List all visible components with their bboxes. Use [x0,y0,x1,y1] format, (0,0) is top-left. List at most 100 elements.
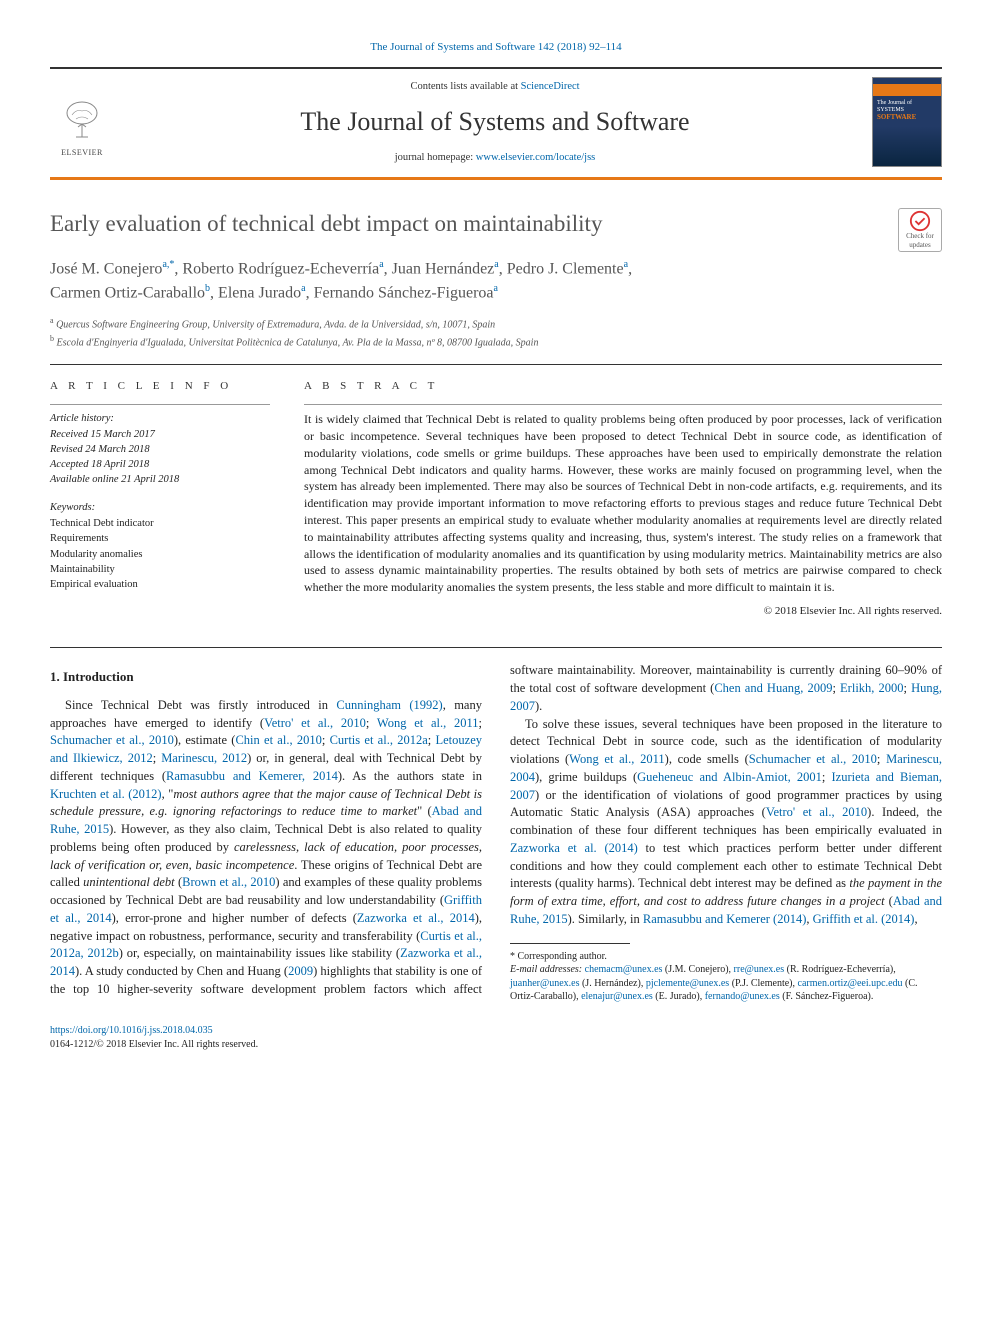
authors: José M. Conejeroa,*, Roberto Rodríguez-E… [50,257,942,306]
ref-link[interactable]: Ramasubbu and Kemerer, 2014 [166,769,338,783]
ref-link[interactable]: Cunningham (1992) [336,698,442,712]
abstract-heading: a b s t r a c t [304,379,942,394]
elsevier-tree-icon [58,97,106,145]
crossmark-badge[interactable]: Check for updates [898,208,942,252]
keyword-4: Empirical evaluation [50,579,138,590]
doi-link[interactable]: https://doi.org/10.1016/j.jss.2018.04.03… [50,1025,213,1036]
ref-link[interactable]: Griffith et al. (2014) [813,912,915,926]
author-1-aff: a,* [162,259,174,270]
ref-link[interactable]: Wong et al., 2011 [569,752,664,766]
info-rule [50,404,270,405]
history-accepted: Accepted 18 April 2018 [50,459,149,470]
ref-link[interactable]: Erlikh, 2000 [840,681,903,695]
contents-line: Contents lists available at ScienceDirec… [126,80,864,95]
journal-cover-thumbnail: The Journal of SYSTEMS SOFTWARE [872,77,942,167]
corresponding-author: Corresponding author. [518,951,607,962]
ref-link[interactable]: Brown et al., 2010 [182,875,275,889]
history-revised: Revised 24 March 2018 [50,444,150,455]
ref-link[interactable]: Gueheneuc and Albin-Amiot, 2001 [637,770,822,784]
cover-line3: SOFTWARE [877,113,916,121]
ref-link[interactable]: Curtis et al., 2012a [330,733,428,747]
email-link[interactable]: rre@unex.es [734,964,785,975]
email-link[interactable]: carmen.ortiz@eei.upc.edu [798,978,903,989]
article-info-heading: a r t i c l e i n f o [50,379,270,394]
article-title: Early evaluation of technical debt impac… [50,208,942,240]
elsevier-logo: ELSEVIER [50,91,114,163]
title-block: Check for updates Early evaluation of te… [50,208,942,350]
author-7: , Fernando Sánchez-Figueroa [306,284,494,301]
author-7-aff: a [494,283,498,294]
email-link[interactable]: elenajur@unex.es [581,991,653,1002]
history-label: Article history: [50,413,114,424]
ref-link[interactable]: Wong et al., 2011 [377,716,479,730]
cover-line1: The Journal of [877,100,912,106]
rule-bottom [50,647,942,648]
article-history: Article history: Received 15 March 2017 … [50,411,270,487]
section-1-heading: 1. Introduction [50,668,482,686]
affiliation-b: Escola d'Enginyeria d'Igualada, Universi… [57,337,539,348]
info-abstract-row: a r t i c l e i n f o Article history: R… [50,379,942,620]
keywords-list: Technical Debt indicator Requirements Mo… [50,516,270,592]
email-link[interactable]: chemacm@unex.es [585,964,663,975]
contents-prefix: Contents lists available at [410,81,520,92]
keyword-3: Maintainability [50,564,115,575]
author-4: , Pedro J. Clemente [499,260,624,277]
crossmark-text1: Check for [906,232,934,242]
corr-star: * [510,951,515,962]
keywords-label: Keywords: [50,501,270,516]
homepage-link[interactable]: www.elsevier.com/locate/jss [476,152,595,163]
author-3: , Juan Hernández [384,260,495,277]
footnotes: * Corresponding author. E-mail addresses… [510,950,942,1004]
page-footer: https://doi.org/10.1016/j.jss.2018.04.03… [50,1024,942,1052]
author-6: , Elena Jurado [210,284,301,301]
crossmark-icon [909,210,931,232]
ref-link[interactable]: Vetro' et al., 2010 [766,805,867,819]
author-2: , Roberto Rodríguez-Echeverría [174,260,379,277]
rule-top [50,364,942,365]
history-received: Received 15 March 2017 [50,429,155,440]
email-link[interactable]: fernando@unex.es [705,991,780,1002]
citation-link[interactable]: The Journal of Systems and Software 142 … [370,41,621,53]
article-info: a r t i c l e i n f o Article history: R… [50,379,270,620]
abstract-copyright: © 2018 Elsevier Inc. All rights reserved… [304,604,942,619]
author-5: Carmen Ortiz-Caraballo [50,284,205,301]
ref-link[interactable]: Zazworka et al., 2014 [357,911,475,925]
keyword-0: Technical Debt indicator [50,518,154,529]
ref-link[interactable]: Schumacher et al., 2010 [749,752,877,766]
para-2: To solve these issues, several technique… [510,716,942,929]
crossmark-text2: updates [909,241,930,251]
ref-link[interactable]: Vetro' et al., 2010 [264,716,366,730]
abstract: a b s t r a c t It is widely claimed tha… [304,379,942,620]
keyword-2: Modularity anomalies [50,549,142,560]
ref-link[interactable]: Marinescu, 2012 [161,751,247,765]
homepage-prefix: journal homepage: [395,152,476,163]
affiliation-a: Quercus Software Engineering Group, Univ… [56,320,495,331]
masthead-center: Contents lists available at ScienceDirec… [126,80,864,176]
ref-link[interactable]: Chen and Huang, 2009 [714,681,832,695]
sciencedirect-link[interactable]: ScienceDirect [521,81,580,92]
homepage-line: journal homepage: www.elsevier.com/locat… [126,151,864,166]
email-label: E-mail addresses: [510,964,582,975]
author-1: José M. Conejero [50,260,162,277]
ref-link[interactable]: Schumacher et al., 2010 [50,733,174,747]
masthead: ELSEVIER Contents lists available at Sci… [50,67,942,180]
ref-link[interactable]: Kruchten et al. (2012) [50,787,162,801]
author-4-aff: a [624,259,628,270]
body-columns: 1. Introduction Since Technical Debt was… [50,662,942,1003]
footnote-separator [510,943,630,944]
issn-copyright: 0164-1212/© 2018 Elsevier Inc. All right… [50,1039,258,1050]
elsevier-label: ELSEVIER [61,147,103,158]
ref-link[interactable]: Zazworka et al. (2014) [510,841,638,855]
abstract-text: It is widely claimed that Technical Debt… [304,411,942,596]
ref-link[interactable]: Ramasubbu and Kemerer (2014) [643,912,807,926]
journal-name: The Journal of Systems and Software [126,104,864,140]
abstract-rule [304,404,942,405]
affiliations: a Quercus Software Engineering Group, Un… [50,315,942,350]
email-link[interactable]: juanher@unex.es [510,978,579,989]
ref-link[interactable]: Chin et al., 2010 [235,733,321,747]
running-head: The Journal of Systems and Software 142 … [50,40,942,55]
email-link[interactable]: pjclemente@unex.es [646,978,729,989]
keyword-1: Requirements [50,533,108,544]
ref-link[interactable]: 2009 [288,964,313,978]
history-online: Available online 21 April 2018 [50,474,179,485]
